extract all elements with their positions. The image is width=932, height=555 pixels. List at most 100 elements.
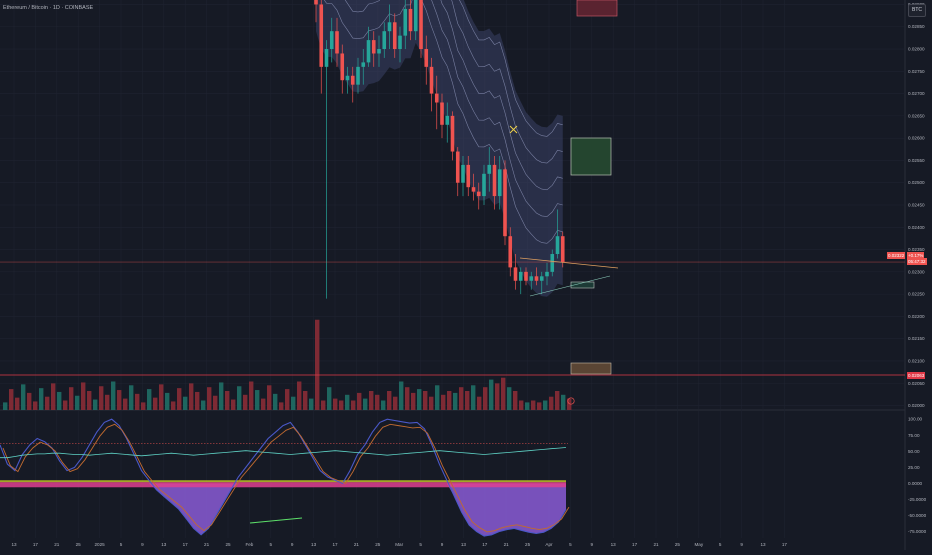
volume-bar — [381, 400, 386, 410]
osc-yellow-band — [0, 480, 566, 483]
band-line — [440, 0, 563, 191]
volume-bar — [9, 389, 14, 410]
volume-bar — [195, 391, 200, 410]
candle-body — [314, 0, 318, 5]
band-line — [323, 0, 563, 244]
candle-body — [455, 151, 460, 183]
candle-body — [324, 49, 329, 67]
candle-body — [440, 102, 444, 125]
volume-bar — [207, 387, 212, 410]
volume-bar — [501, 377, 506, 410]
volume-bar — [345, 394, 350, 410]
volume-bar — [219, 382, 224, 410]
volume-bar — [495, 383, 500, 410]
candle-body — [398, 35, 402, 50]
x-tick-label: 21 — [354, 542, 360, 547]
volume-bar — [321, 400, 326, 410]
candle-body — [387, 22, 392, 32]
flash-icon — [567, 397, 575, 405]
band-line — [451, 0, 563, 164]
price-tick-label: 0.02850 — [908, 24, 925, 29]
volume-bar — [201, 400, 206, 410]
x-tick-label: 17 — [782, 542, 788, 547]
osc-tick-label: 0.0000 — [908, 481, 922, 486]
volume-bar — [303, 391, 308, 410]
volume-bar — [531, 400, 536, 410]
volume-bar — [57, 391, 62, 410]
candle-body — [434, 93, 439, 103]
candle-body — [508, 236, 513, 268]
trend-line — [519, 257, 619, 269]
volume-box — [570, 362, 612, 375]
candle-body — [429, 66, 434, 94]
x-tick-label: 25 — [375, 542, 381, 547]
volume-bar — [459, 387, 464, 410]
volume-bar — [555, 391, 560, 410]
candle-body — [534, 276, 539, 281]
candle-body — [345, 75, 350, 81]
volume-bar — [153, 397, 158, 410]
x-tick-label: 13 — [611, 542, 617, 547]
x-tick-label: 13 — [760, 542, 766, 547]
candle-body — [450, 115, 455, 152]
volume-bar — [537, 402, 542, 410]
candle-body — [476, 191, 481, 197]
candle-body — [356, 66, 360, 85]
volume-bar — [213, 395, 218, 410]
volume-bar — [147, 389, 152, 410]
volume-bar — [69, 387, 74, 410]
currency-button[interactable]: BTC — [908, 4, 926, 17]
price-tick-label: 0.02500 — [908, 180, 925, 185]
supply-box — [576, 0, 618, 17]
price-tick-label: 0.02350 — [908, 247, 925, 252]
volume-bar — [399, 381, 404, 410]
x-tick-label: Feb — [245, 542, 253, 547]
x-tick-label: 5 — [270, 542, 273, 547]
candle-body — [482, 173, 486, 197]
candle-body — [335, 31, 339, 54]
band-line — [459, 0, 563, 137]
volume-bar — [339, 400, 344, 410]
volume-bar — [549, 396, 554, 410]
candle-body — [319, 4, 324, 67]
volume-bar — [567, 398, 572, 410]
volume-bar — [429, 396, 434, 410]
x-tick-label: 25 — [525, 542, 531, 547]
volume-bar — [45, 396, 50, 410]
x-tick-label: 25 — [225, 542, 231, 547]
volume-bar — [135, 393, 140, 410]
volume-bar — [357, 392, 362, 410]
volume-bar — [285, 389, 290, 410]
candle-body — [424, 49, 429, 67]
volume-bar — [363, 398, 368, 410]
osc-signal-line — [0, 447, 567, 459]
candle-body — [445, 115, 450, 125]
price-tick-label: 0.02400 — [908, 225, 925, 230]
volume-bar — [117, 390, 122, 410]
volume-bar — [279, 402, 284, 410]
volume-bar — [393, 396, 398, 410]
candle-body — [366, 40, 371, 63]
volume-bar — [489, 379, 494, 410]
volume-bar — [81, 382, 86, 410]
band-line — [344, 0, 563, 217]
x-tick-label: 5 — [120, 542, 123, 547]
candle-body — [392, 22, 397, 50]
volume-bar — [543, 400, 548, 410]
x-tick-label: 9 — [740, 542, 743, 547]
volume-bar — [387, 391, 392, 410]
volume-bar — [315, 319, 320, 410]
price-tick-label: 0.02650 — [908, 113, 925, 118]
trend-line — [529, 275, 611, 297]
volume-bar — [465, 391, 470, 410]
osc-divergence-line — [249, 517, 303, 524]
x-tick-label: 25 — [76, 542, 82, 547]
x-tick-label: 13 — [11, 542, 17, 547]
osc-tick-label: 75.00 — [908, 433, 920, 438]
x-tick-label: 13 — [461, 542, 467, 547]
candle-body — [487, 164, 492, 174]
candle-body — [539, 276, 544, 281]
x-tick-label: 21 — [653, 542, 659, 547]
